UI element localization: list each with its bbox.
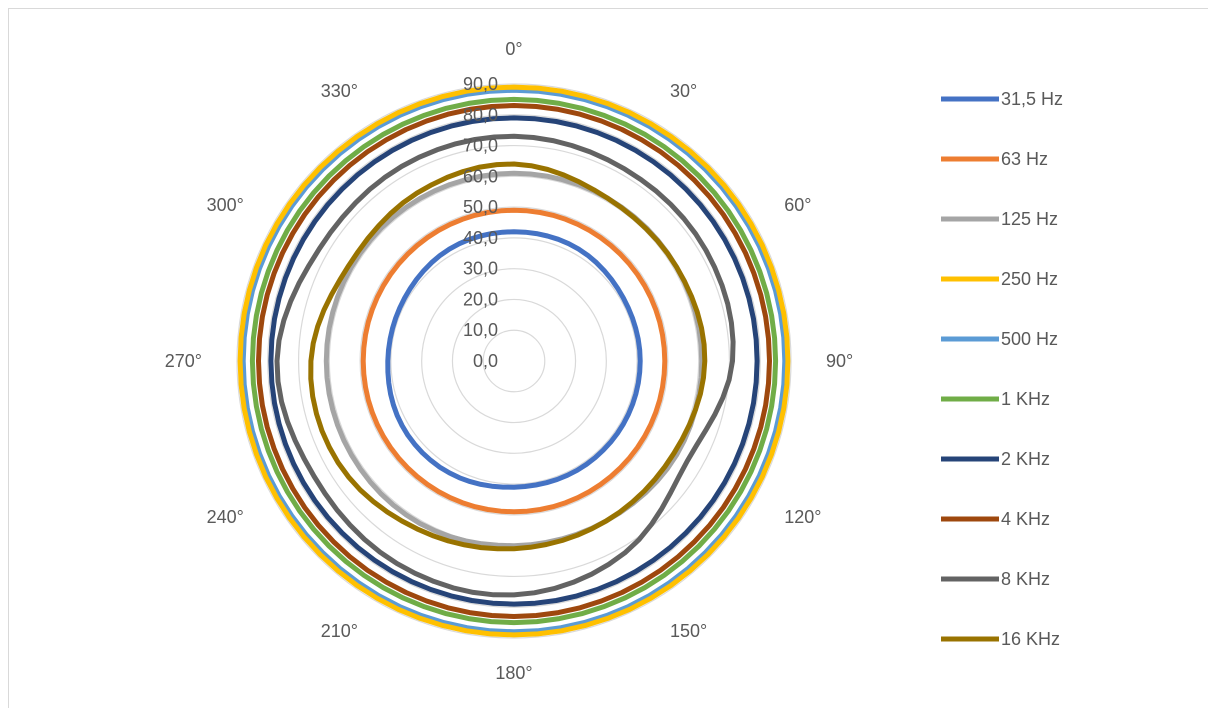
radial-tick-label: 80,0 bbox=[463, 105, 498, 125]
radial-tick-label: 40,0 bbox=[463, 228, 498, 248]
series-line bbox=[274, 133, 736, 598]
series-line bbox=[249, 96, 779, 626]
angle-label: 270° bbox=[165, 351, 202, 371]
legend-label: 500 Hz bbox=[1001, 329, 1058, 349]
grid-ring bbox=[482, 329, 546, 393]
grid-layer bbox=[236, 83, 792, 639]
grid-ring bbox=[236, 83, 792, 639]
angle-label: 210° bbox=[321, 621, 358, 641]
radial-tick-label: 30,0 bbox=[463, 259, 498, 279]
angle-label: 30° bbox=[670, 81, 697, 101]
legend-label: 31,5 Hz bbox=[1001, 89, 1063, 109]
radial-tick-label: 10,0 bbox=[463, 320, 498, 340]
legend-label: 16 KHz bbox=[1001, 629, 1060, 649]
angle-label: 60° bbox=[784, 195, 811, 215]
legend-label: 2 KHz bbox=[1001, 449, 1050, 469]
legend-label: 8 KHz bbox=[1001, 569, 1050, 589]
series-line bbox=[385, 229, 643, 490]
series-line bbox=[268, 115, 760, 607]
angle-label: 120° bbox=[784, 507, 821, 527]
series-line bbox=[256, 103, 772, 619]
grid-ring bbox=[390, 237, 638, 485]
radial-tick-label: 60,0 bbox=[463, 166, 498, 186]
label-layer: 0,0 10,0 20,0 30,0 40,0 50,0 60,0 70,0 80,0 90,0 0… bbox=[165, 39, 853, 683]
grid-ring bbox=[421, 268, 607, 454]
legend-label: 1 KHz bbox=[1001, 389, 1050, 409]
radial-tick-label: 0,0 bbox=[473, 351, 498, 371]
legend-label: 4 KHz bbox=[1001, 509, 1050, 529]
series-layer bbox=[237, 84, 791, 638]
radial-tick-label: 50,0 bbox=[463, 197, 498, 217]
angle-label: 330° bbox=[321, 81, 358, 101]
grid-ring bbox=[297, 144, 731, 578]
series-line bbox=[240, 87, 788, 635]
radial-tick-label: 70,0 bbox=[463, 136, 498, 156]
series-line bbox=[237, 84, 791, 638]
legend-label: 63 Hz bbox=[1001, 149, 1048, 169]
angle-label: 180° bbox=[495, 663, 532, 683]
legend: 31,5 Hz 63 Hz 125 Hz 250 Hz 500 Hz 1 KHz 2 KHz… bbox=[941, 89, 1063, 649]
angle-label: 150° bbox=[670, 621, 707, 641]
chart-frame: 0,0 10,0 20,0 30,0 40,0 50,0 60,0 70,0 80,0 90,0 0… bbox=[8, 8, 1208, 708]
series-line bbox=[360, 207, 668, 515]
angle-label: 90° bbox=[826, 351, 853, 371]
legend-label: 250 Hz bbox=[1001, 269, 1058, 289]
radial-tick-label: 20,0 bbox=[463, 289, 498, 309]
grid-ring bbox=[359, 206, 669, 516]
legend-label: 125 Hz bbox=[1001, 209, 1058, 229]
radial-tick-label: 90,0 bbox=[463, 74, 498, 94]
angle-label: 300° bbox=[207, 195, 244, 215]
angle-label: 0° bbox=[505, 39, 522, 59]
polar-chart: 0,0 10,0 20,0 30,0 40,0 50,0 60,0 70,0 80,0 90,0 0… bbox=[165, 39, 1063, 683]
grid-ring bbox=[451, 298, 577, 424]
grid-ring bbox=[267, 114, 761, 608]
angle-label: 240° bbox=[207, 507, 244, 527]
series-line bbox=[308, 161, 708, 552]
